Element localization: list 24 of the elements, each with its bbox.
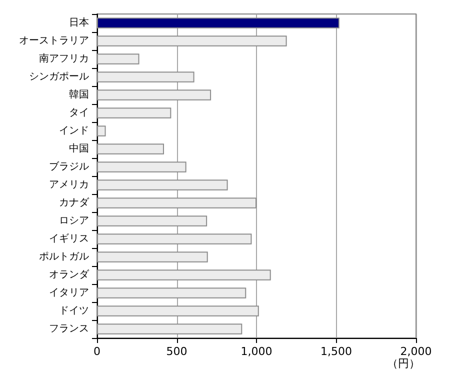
x-tick-label: 0 [94, 345, 100, 358]
y-tick-label: ポルトガル [39, 252, 89, 262]
y-tick-label: ドイツ [59, 306, 89, 316]
y-tick-label: オーストラリア [19, 36, 89, 46]
y-tick-label: アメリカ [49, 180, 89, 190]
x-tick-label: 500 [166, 345, 188, 358]
x-tick-label: 1,500 [320, 345, 352, 358]
y-tick-label: 韓国 [69, 88, 89, 100]
y-tick-label: ロシア [59, 216, 89, 226]
y-tick-label: フランス [49, 324, 89, 334]
y-tick-label: シンガポール [29, 72, 89, 82]
y-tick-label: オランダ [49, 268, 90, 280]
y-tick-label: ブラジル [49, 160, 89, 172]
y-tick-label: タイ [69, 108, 89, 118]
y-tick-label: 日本 [69, 16, 89, 28]
x-axis-title: （円） [387, 357, 420, 370]
y-tick-label: インド [59, 126, 89, 136]
y-tick-label: 南アフリカ [39, 52, 89, 64]
y-tick-label: カナダ [59, 196, 90, 208]
x-tick-label: 2,000 [400, 345, 432, 358]
y-tick-label: イギリス [49, 232, 89, 244]
y-tick-label: 中国 [69, 142, 89, 154]
y-tick-label: イタリア [49, 288, 89, 298]
x-tick-label: 1,000 [240, 345, 272, 358]
